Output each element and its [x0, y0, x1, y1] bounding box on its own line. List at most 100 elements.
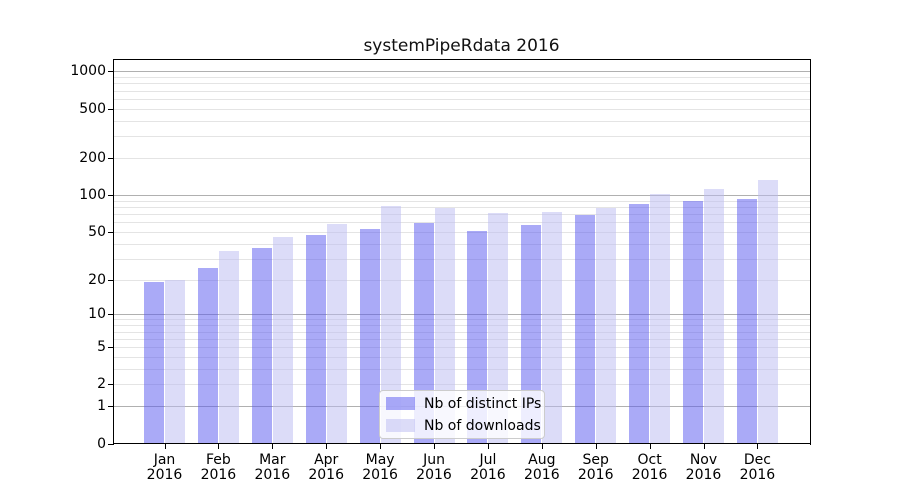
legend-swatch-downloads: [386, 419, 415, 432]
y-axis-tick: [108, 384, 113, 385]
x-tick-label-month: Apr: [314, 451, 339, 468]
spine-bottom: [113, 443, 811, 444]
x-tick-label-month: Jun: [423, 451, 445, 468]
gridline-minor: [114, 259, 810, 260]
x-axis-tick: [164, 444, 166, 449]
x-tick-label-month: Jul: [479, 451, 497, 468]
x-tick-label-month: Mar: [259, 451, 286, 468]
gridline-minor: [114, 207, 810, 208]
y-tick-label: 5: [97, 339, 106, 355]
x-tick-label: Jan 2016: [135, 452, 195, 483]
gridline-minor: [114, 357, 810, 358]
y-axis-tick: [108, 195, 113, 196]
x-tick-label-month: Oct: [637, 451, 662, 468]
x-tick-label-year: 2016: [631, 466, 668, 483]
x-tick-label-month: Aug: [528, 451, 556, 468]
y-axis-tick: [108, 314, 113, 315]
bar-downloads: [326, 223, 347, 443]
y-tick-label: 1: [97, 398, 106, 415]
gridline-minor: [114, 158, 810, 159]
x-axis-tick: [595, 444, 597, 449]
y-tick-label: 100: [79, 186, 106, 203]
gridline-minor: [114, 384, 810, 385]
y-axis-tick: [108, 109, 113, 110]
bar-downloads: [434, 207, 455, 443]
gridline-minor: [114, 214, 810, 215]
bar-downloads: [596, 208, 617, 443]
gridline-minor: [114, 347, 810, 348]
bar-distinct-ips: [467, 230, 488, 443]
x-axis-tick: [380, 444, 382, 449]
bar-distinct-ips: [251, 247, 272, 443]
x-tick-label-year: 2016: [254, 466, 291, 483]
legend-label-distinct-ips: Nb of distinct IPs: [424, 395, 542, 412]
legend-label-downloads: Nb of downloads: [424, 417, 541, 434]
x-tick-label: Mar 2016: [242, 451, 302, 483]
x-tick-label: May 2016: [350, 452, 410, 483]
gridline-minor: [114, 121, 810, 122]
x-axis-tick: [218, 444, 220, 449]
bar-distinct-ips: [575, 215, 596, 443]
bar-distinct-ips: [305, 235, 326, 443]
legend-item-downloads: Nb of downloads: [386, 418, 541, 434]
legend-item-distinct-ips: Nb of distinct IPs: [386, 396, 541, 412]
x-tick-label: Feb 2016: [188, 451, 248, 483]
gridline-minor: [114, 222, 810, 223]
x-tick-label-year: 2016: [146, 466, 183, 483]
legend: Nb of distinct IPs Nb of downloads: [379, 390, 545, 439]
y-axis-tick: [108, 406, 113, 407]
y-tick-label: 2: [97, 376, 106, 393]
x-tick-label-year: 2016: [470, 466, 506, 483]
x-tick-label: Sep 2016: [566, 452, 626, 483]
bar-downloads: [650, 193, 671, 443]
gridline-minor: [114, 109, 810, 110]
bar-distinct-ips: [413, 223, 434, 443]
legend-swatch-distinct-ips: [386, 397, 415, 410]
y-axis-tick: [108, 347, 113, 348]
x-tick-label: Aug 2016: [512, 451, 572, 483]
gridline-minor: [114, 339, 810, 340]
gridline-minor: [114, 83, 810, 84]
gridline-minor: [114, 91, 810, 92]
y-tick-label: 50: [88, 223, 106, 240]
x-tick-label-year: 2016: [577, 466, 614, 483]
gridline-minor: [114, 325, 810, 326]
bar-downloads: [488, 213, 509, 443]
bar-downloads: [165, 279, 185, 443]
chart-title: systemPipeRdata 2016: [363, 36, 560, 56]
gridline-minor: [114, 369, 810, 370]
x-tick-label: Nov 2016: [674, 452, 734, 483]
bar-downloads: [380, 205, 401, 443]
bar-distinct-ips: [359, 228, 380, 443]
x-axis-tick: [487, 444, 489, 449]
spine-top: [113, 59, 811, 60]
bar-downloads: [757, 180, 778, 443]
x-tick-label: Dec 2016: [727, 452, 787, 483]
y-axis-tick: [108, 280, 113, 281]
y-axis-tick: [108, 71, 113, 72]
gridline-major: [114, 314, 810, 315]
x-tick-label: Apr 2016: [296, 451, 356, 483]
bar-downloads: [218, 250, 239, 443]
gridline-minor: [114, 244, 810, 245]
x-axis-tick: [703, 444, 705, 449]
x-tick-label: Jun 2016: [404, 451, 464, 483]
bar-downloads: [542, 211, 563, 443]
gridline-minor: [114, 136, 810, 137]
y-tick-label: 500: [79, 100, 106, 117]
x-tick-label-month: Feb: [205, 451, 231, 468]
gridline-minor: [114, 201, 810, 202]
y-tick-label: 200: [79, 149, 106, 166]
x-axis-tick: [326, 444, 328, 449]
x-axis-tick: [272, 444, 274, 449]
x-tick-label: Jul 2016: [458, 451, 518, 483]
y-axis-tick: [108, 232, 113, 233]
gridline-major: [114, 195, 810, 196]
gridline-minor: [114, 99, 810, 100]
bar-distinct-ips: [683, 201, 703, 443]
x-tick-label-year: 2016: [362, 466, 398, 483]
gridline-major: [114, 71, 810, 72]
bar-distinct-ips: [197, 268, 218, 443]
y-tick-label: 20: [88, 271, 106, 288]
